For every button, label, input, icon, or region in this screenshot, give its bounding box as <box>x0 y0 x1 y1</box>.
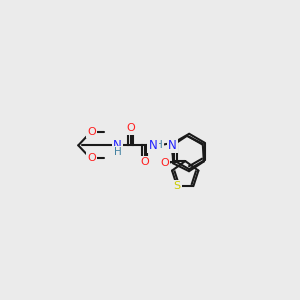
Text: O: O <box>160 158 169 168</box>
Text: O: O <box>87 153 96 164</box>
Text: H: H <box>155 140 163 150</box>
Text: S: S <box>173 181 181 191</box>
Text: N: N <box>113 139 122 152</box>
Text: N: N <box>168 139 176 152</box>
Text: N: N <box>148 139 158 152</box>
Text: H: H <box>114 147 122 157</box>
Text: O: O <box>126 123 135 134</box>
Text: O: O <box>87 127 96 137</box>
Text: O: O <box>140 157 149 167</box>
